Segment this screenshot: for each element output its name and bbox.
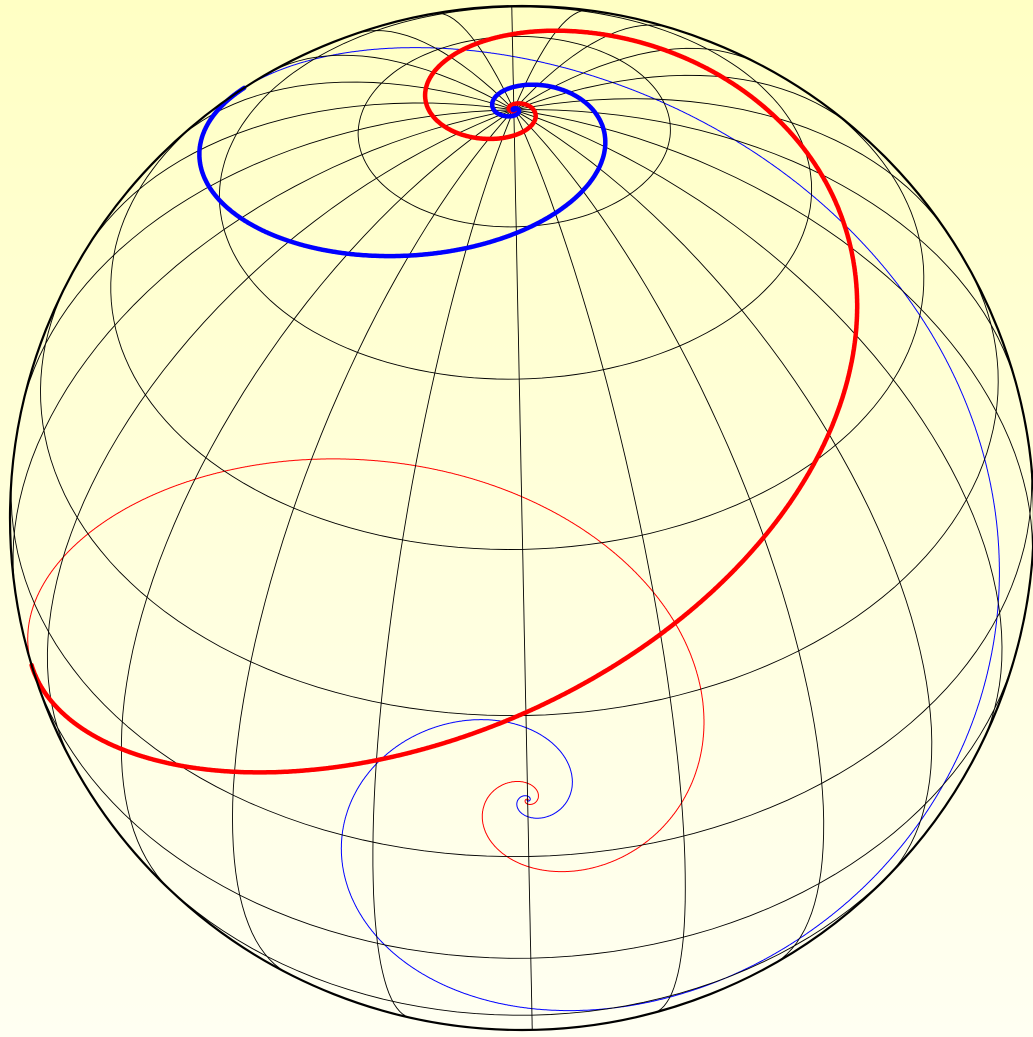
meridian-line (513, 109, 825, 966)
latitude-line (40, 268, 999, 717)
latitude-line (149, 865, 898, 1016)
meridian-line (513, 109, 533, 1030)
grid-layer (10, 6, 1033, 1030)
meridian-line (513, 109, 1021, 399)
front-layer (29, 28, 860, 775)
meridian-line (513, 74, 855, 129)
meridian-line (232, 109, 515, 976)
meridian-line (513, 47, 763, 111)
meridian-line (513, 109, 1033, 584)
meridian-line (372, 109, 515, 1019)
loxodrome-front (197, 82, 608, 259)
meridian-line (513, 24, 675, 111)
meridian-line (513, 109, 686, 1014)
loxodrome-front (29, 28, 860, 775)
meridian-line (19, 109, 514, 419)
meridian-line (350, 30, 515, 111)
latitude-line (10, 455, 1033, 858)
loxodrome-back (243, 47, 1000, 1012)
back-layer (27, 47, 1000, 1012)
meridian-line (513, 109, 933, 882)
meridian-line (513, 109, 1003, 752)
meridian-line (83, 102, 514, 253)
loxodrome-back (27, 458, 705, 873)
meridian-line (513, 98, 950, 236)
meridian-line (12, 109, 514, 604)
meridian-line (263, 54, 515, 111)
sphere-outline (9, 5, 1033, 1031)
meridian-line (46, 109, 514, 770)
meridian-line (511, 6, 515, 110)
meridian-line (432, 12, 515, 110)
meridian-line (120, 109, 515, 896)
